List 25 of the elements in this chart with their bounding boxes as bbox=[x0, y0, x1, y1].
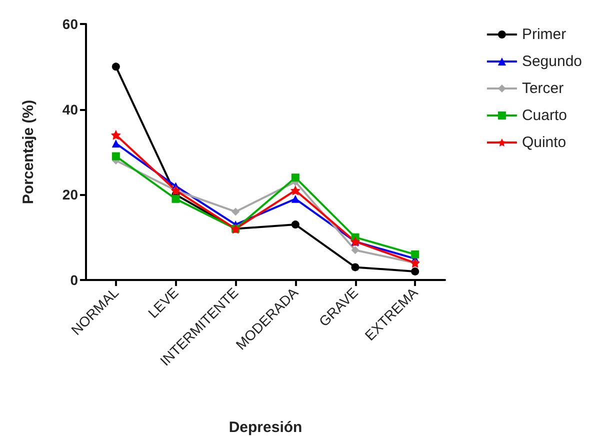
point bbox=[351, 246, 360, 254]
legend-label: Tercer bbox=[522, 80, 564, 97]
point bbox=[291, 220, 300, 229]
point bbox=[232, 208, 240, 216]
point bbox=[290, 185, 300, 196]
point bbox=[411, 250, 420, 258]
legend-label: Segundo bbox=[522, 53, 582, 70]
y-axis-title: Porcentaje (%) bbox=[20, 100, 37, 204]
point bbox=[112, 152, 120, 160]
point bbox=[351, 263, 360, 272]
point bbox=[172, 194, 180, 203]
y-tick-label: 0 bbox=[70, 272, 78, 288]
legend-label: Primer bbox=[522, 26, 566, 43]
y-tick-label: 40 bbox=[62, 101, 78, 118]
point bbox=[291, 194, 300, 203]
point bbox=[112, 139, 120, 148]
legend-label: Quinto bbox=[522, 134, 566, 151]
point bbox=[110, 130, 121, 140]
point bbox=[112, 62, 120, 71]
point bbox=[291, 174, 300, 182]
point bbox=[411, 267, 420, 276]
y-tick-label: 60 bbox=[62, 16, 78, 32]
y-tick-label: 20 bbox=[62, 186, 78, 203]
x-axis-title: Depresión bbox=[228, 419, 302, 436]
legend-label: Cuarto bbox=[522, 107, 567, 124]
